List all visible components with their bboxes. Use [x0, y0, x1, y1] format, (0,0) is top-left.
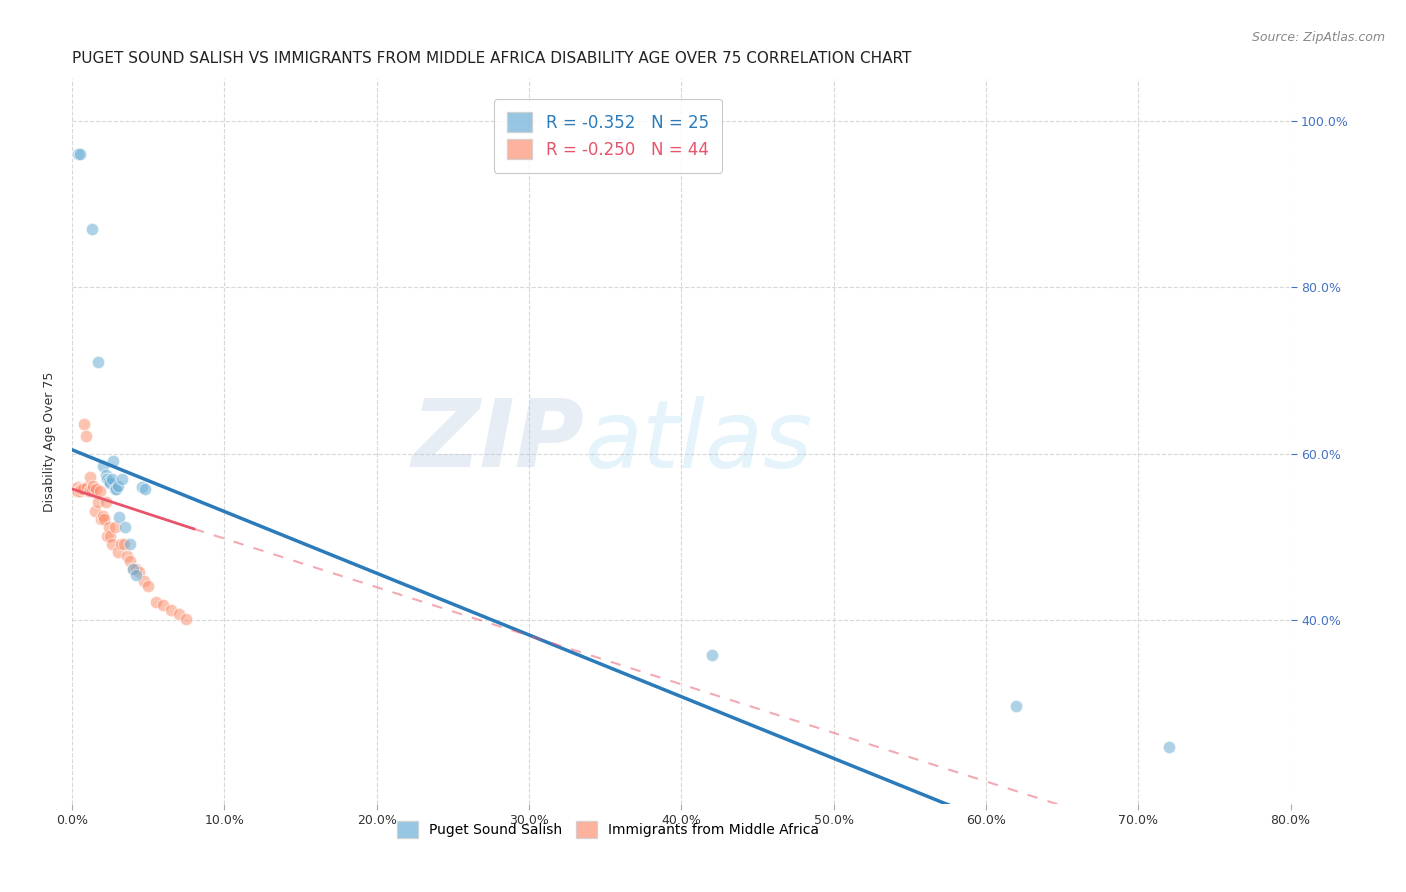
Point — [700, 648, 723, 663]
Point — [80, 222, 103, 236]
Point — [89, 483, 111, 498]
Point — [69, 482, 91, 496]
Point — [67, 147, 90, 161]
Point — [103, 453, 125, 467]
Point — [105, 482, 128, 496]
Point — [110, 537, 132, 551]
Point — [67, 480, 90, 494]
Point — [79, 470, 101, 484]
Point — [87, 355, 110, 369]
Text: atlas: atlas — [583, 396, 813, 487]
Point — [82, 478, 104, 492]
Point — [77, 483, 100, 498]
Point — [112, 537, 135, 551]
Point — [97, 520, 120, 534]
Point — [63, 482, 86, 496]
Point — [145, 595, 167, 609]
Point — [84, 503, 107, 517]
Point — [98, 528, 121, 542]
Point — [76, 480, 98, 494]
Point — [93, 512, 115, 526]
Point — [79, 483, 101, 498]
Point — [125, 567, 148, 582]
Point — [91, 459, 114, 474]
Point — [1005, 699, 1028, 714]
Point — [80, 483, 103, 497]
Point — [118, 553, 141, 567]
Point — [107, 545, 129, 559]
Point — [70, 482, 93, 496]
Text: Source: ZipAtlas.com: Source: ZipAtlas.com — [1251, 31, 1385, 45]
Point — [118, 537, 141, 551]
Point — [67, 484, 90, 499]
Point — [107, 478, 129, 492]
Point — [131, 480, 153, 494]
Point — [111, 472, 134, 486]
Point — [96, 472, 118, 486]
Point — [72, 482, 94, 496]
Legend: Puget Sound Salish, Immigrants from Middle Africa: Puget Sound Salish, Immigrants from Midd… — [392, 815, 825, 844]
Point — [114, 520, 136, 534]
Point — [69, 484, 91, 499]
Point — [122, 562, 145, 576]
Point — [98, 476, 121, 491]
Point — [86, 482, 108, 496]
Point — [87, 495, 110, 509]
Point — [90, 512, 112, 526]
Point — [152, 599, 174, 613]
Point — [104, 482, 127, 496]
Point — [104, 520, 127, 534]
Point — [134, 482, 156, 496]
Point — [94, 467, 117, 482]
Text: ZIP: ZIP — [411, 395, 583, 488]
Point — [122, 562, 145, 576]
Point — [160, 603, 183, 617]
Point — [96, 528, 118, 542]
Point — [108, 510, 131, 524]
Text: PUGET SOUND SALISH VS IMMIGRANTS FROM MIDDLE AFRICA DISABILITY AGE OVER 75 CORRE: PUGET SOUND SALISH VS IMMIGRANTS FROM MI… — [72, 51, 911, 66]
Point — [128, 565, 150, 579]
Point — [75, 428, 97, 442]
Point — [100, 472, 122, 486]
Point — [94, 495, 117, 509]
Point — [69, 147, 91, 161]
Point — [97, 474, 120, 488]
Point — [136, 578, 159, 592]
Point — [125, 562, 148, 576]
Point — [176, 612, 198, 626]
Y-axis label: Disability Age Over 75: Disability Age Over 75 — [44, 371, 56, 512]
Point — [66, 484, 89, 499]
Point — [167, 607, 190, 621]
Point — [1157, 739, 1180, 754]
Point — [132, 574, 155, 588]
Point — [115, 549, 138, 563]
Point — [91, 508, 114, 523]
Point — [100, 537, 122, 551]
Point — [73, 417, 96, 431]
